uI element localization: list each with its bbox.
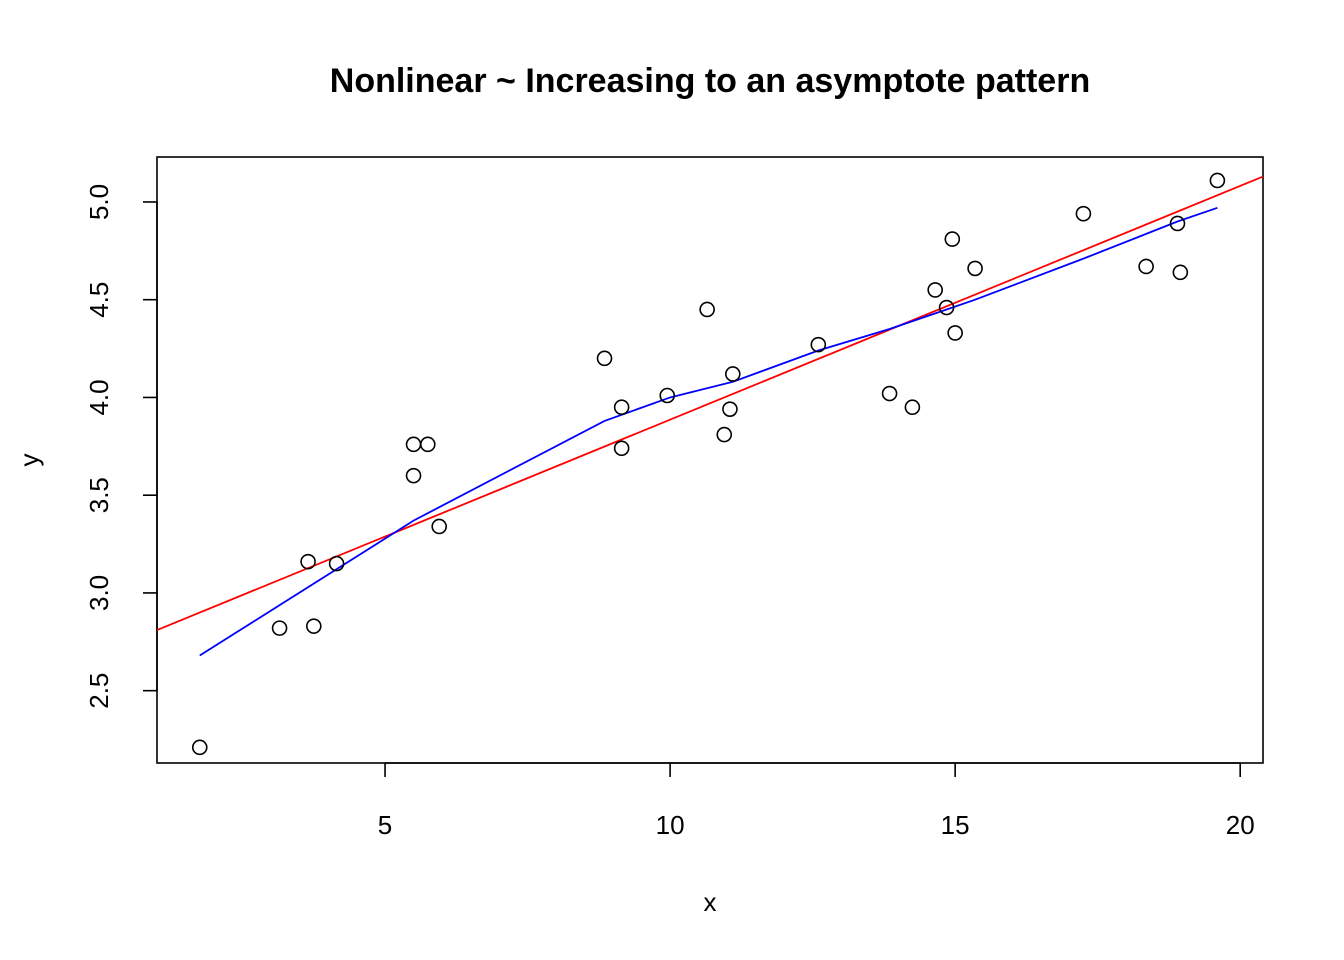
data-point xyxy=(927,282,943,298)
x-tick-label: 5 xyxy=(378,810,392,840)
y-tick-label: 3.5 xyxy=(84,477,114,513)
x-tick-label: 10 xyxy=(656,810,685,840)
x-axis: 5 10 15 20 xyxy=(378,762,1255,840)
data-point xyxy=(305,618,322,634)
data-point xyxy=(716,426,733,443)
y-tick-label: 4.5 xyxy=(84,282,114,318)
data-point xyxy=(613,440,630,457)
x-axis-label: x xyxy=(704,887,717,917)
data-point xyxy=(419,436,436,453)
data-point xyxy=(328,555,345,572)
data-point xyxy=(405,467,422,484)
data-point xyxy=(300,553,316,570)
data-point xyxy=(699,301,715,318)
y-tick-label: 5.0 xyxy=(84,184,114,220)
y-axis-label: y xyxy=(14,454,44,467)
data-point xyxy=(613,399,630,416)
data-point xyxy=(1209,172,1226,189)
data-point xyxy=(596,350,613,367)
data-point xyxy=(938,299,955,316)
data-point xyxy=(722,401,738,417)
y-tick-label: 3.0 xyxy=(84,575,114,611)
data-point xyxy=(271,620,288,636)
data-point xyxy=(659,387,676,404)
data-point xyxy=(1075,205,1092,222)
data-point xyxy=(431,518,448,535)
data-point xyxy=(944,231,961,247)
data-point xyxy=(967,260,983,277)
chart-title: Nonlinear ~ Increasing to an asymptote p… xyxy=(330,62,1090,100)
data-point xyxy=(904,399,921,416)
data-point xyxy=(810,336,827,353)
data-point xyxy=(1138,258,1154,275)
plot-frame xyxy=(156,156,1264,764)
y-tick-label: 4.0 xyxy=(84,379,114,415)
data-point xyxy=(881,385,898,402)
data-points xyxy=(191,172,1226,756)
y-tick-label: 2.5 xyxy=(84,673,114,709)
data-point xyxy=(191,739,208,756)
plot-border xyxy=(156,156,1264,764)
linear-fit-line xyxy=(157,175,1263,631)
data-point xyxy=(947,325,963,341)
y-axis: 2.5 3.0 3.5 4.0 4.5 5.0 xyxy=(84,184,158,709)
x-tick-label: 15 xyxy=(941,810,970,840)
fit-lines xyxy=(157,175,1263,657)
data-point xyxy=(405,436,422,453)
x-tick-label: 20 xyxy=(1226,810,1255,840)
data-point xyxy=(1169,215,1186,232)
data-point xyxy=(725,366,741,382)
data-point xyxy=(1172,264,1189,281)
smooth-fit-line xyxy=(199,206,1218,657)
